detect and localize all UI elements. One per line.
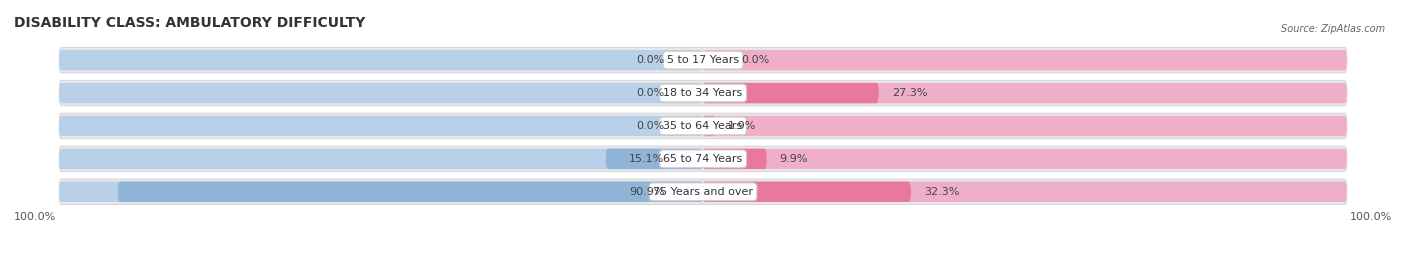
Text: 0.0%: 0.0% bbox=[741, 55, 770, 65]
Text: 27.3%: 27.3% bbox=[891, 88, 927, 98]
FancyBboxPatch shape bbox=[703, 83, 879, 103]
FancyBboxPatch shape bbox=[703, 182, 911, 202]
Text: 18 to 34 Years: 18 to 34 Years bbox=[664, 88, 742, 98]
Text: 65 to 74 Years: 65 to 74 Years bbox=[664, 154, 742, 164]
FancyBboxPatch shape bbox=[59, 179, 1347, 205]
FancyBboxPatch shape bbox=[118, 182, 703, 202]
FancyBboxPatch shape bbox=[703, 116, 1347, 136]
FancyBboxPatch shape bbox=[59, 116, 703, 136]
Text: 9.9%: 9.9% bbox=[779, 154, 808, 164]
Text: 5 to 17 Years: 5 to 17 Years bbox=[666, 55, 740, 65]
Text: Source: ZipAtlas.com: Source: ZipAtlas.com bbox=[1281, 24, 1385, 34]
Text: 0.0%: 0.0% bbox=[636, 121, 665, 131]
FancyBboxPatch shape bbox=[59, 80, 1347, 106]
Text: 35 to 64 Years: 35 to 64 Years bbox=[664, 121, 742, 131]
FancyBboxPatch shape bbox=[59, 113, 1347, 139]
FancyBboxPatch shape bbox=[59, 47, 1347, 73]
Text: 0.0%: 0.0% bbox=[636, 55, 665, 65]
FancyBboxPatch shape bbox=[59, 50, 703, 70]
Text: 90.9%: 90.9% bbox=[628, 187, 665, 197]
FancyBboxPatch shape bbox=[703, 116, 716, 136]
FancyBboxPatch shape bbox=[59, 83, 703, 103]
Text: 0.0%: 0.0% bbox=[636, 88, 665, 98]
FancyBboxPatch shape bbox=[59, 182, 703, 202]
FancyBboxPatch shape bbox=[703, 83, 1347, 103]
Text: 1.9%: 1.9% bbox=[728, 121, 756, 131]
FancyBboxPatch shape bbox=[703, 149, 1347, 169]
Text: 100.0%: 100.0% bbox=[1350, 213, 1392, 222]
Text: 15.1%: 15.1% bbox=[628, 154, 665, 164]
Text: DISABILITY CLASS: AMBULATORY DIFFICULTY: DISABILITY CLASS: AMBULATORY DIFFICULTY bbox=[14, 16, 366, 30]
FancyBboxPatch shape bbox=[606, 149, 703, 169]
FancyBboxPatch shape bbox=[59, 149, 703, 169]
Text: 32.3%: 32.3% bbox=[924, 187, 959, 197]
Text: 75 Years and over: 75 Years and over bbox=[652, 187, 754, 197]
Text: 100.0%: 100.0% bbox=[14, 213, 56, 222]
FancyBboxPatch shape bbox=[703, 149, 766, 169]
FancyBboxPatch shape bbox=[703, 50, 1347, 70]
FancyBboxPatch shape bbox=[703, 182, 1347, 202]
FancyBboxPatch shape bbox=[59, 146, 1347, 172]
